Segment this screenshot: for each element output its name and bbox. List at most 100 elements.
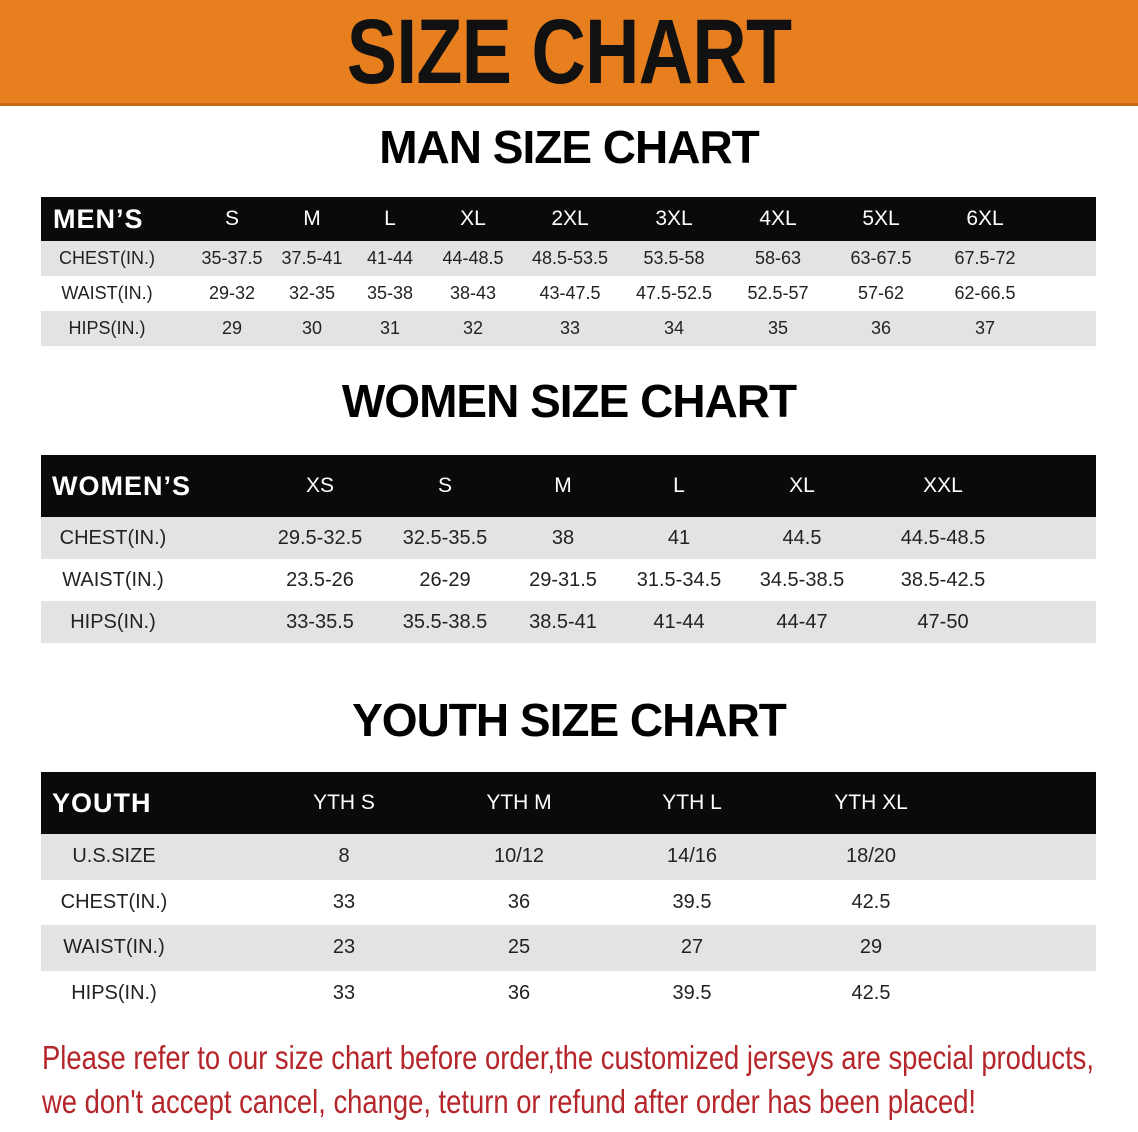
table-cell: 47.5-52.5 <box>635 283 713 303</box>
table-header-row: YOUTH YTH S YTH M YTH L YTH XL <box>41 772 1096 834</box>
table-cell: 52.5-57 <box>747 283 809 303</box>
table-cell: 38 <box>551 526 575 549</box>
table-cell: 18/20 <box>845 845 897 868</box>
row-label: WAIST(IN.) <box>62 568 164 591</box>
row-label: U.S.SIZE <box>72 845 156 868</box>
table-cell: 26-29 <box>419 568 471 591</box>
table-cell: 34 <box>663 318 685 338</box>
table-cell: 38.5-42.5 <box>900 568 986 591</box>
row-label: CHEST(IN.) <box>60 890 168 913</box>
table-cell: 38.5-41 <box>529 610 597 633</box>
table-row: WAIST(IN.) 29-32 32-35 35-38 38-43 43-47.5 47.… <box>41 276 1096 311</box>
column-header: 2XL <box>551 207 589 230</box>
table-row: U.S.SIZE 8 10/12 14/16 18/20 <box>41 834 1096 880</box>
table-cell: 44.5-48.5 <box>900 526 986 549</box>
row-label: HIPS(IN.) <box>68 318 146 338</box>
table-cell: 33 <box>332 890 356 913</box>
table-cell: 42.5 <box>851 981 891 1004</box>
table-cell: 38-43 <box>449 283 497 303</box>
table-cell: 63-67.5 <box>850 248 912 268</box>
table-cell: 36 <box>507 890 531 913</box>
table-cell: 8 <box>338 845 350 868</box>
men-section-title: MAN SIZE CHART <box>379 121 760 173</box>
column-header: 3XL <box>655 207 693 230</box>
table-cell: 41-44 <box>366 248 414 268</box>
table-cell: 25 <box>507 936 531 959</box>
table-cell: 29-32 <box>208 283 256 303</box>
table-cell: 31 <box>379 318 401 338</box>
column-header: 4XL <box>759 207 797 230</box>
table-cell: 35.5-38.5 <box>402 610 488 633</box>
table-row: CHEST(IN.) 35-37.5 37.5-41 41-44 44-48.5 48.5… <box>41 241 1096 276</box>
table-cell: 41 <box>667 526 691 549</box>
youth-section-title: YOUTH SIZE CHART <box>352 694 787 746</box>
table-cell: 41-44 <box>653 610 705 633</box>
table-cell: 29 <box>859 936 883 959</box>
table-cell: 58-63 <box>754 248 802 268</box>
table-header-row: WOMEN’S XS S M L XL XXL <box>41 455 1096 517</box>
column-header: XXL <box>923 474 963 497</box>
table-cell: 29 <box>221 318 243 338</box>
table-header-row: MEN’S S M L XL 2XL 3XL 4XL 5XL 6XL <box>41 197 1096 241</box>
table-cell: 67.5-72 <box>954 248 1016 268</box>
table-cell: 57-62 <box>857 283 905 303</box>
row-label: CHEST(IN.) <box>59 526 167 549</box>
footer-line-1: Please refer to our size chart before or… <box>42 1039 1094 1076</box>
table-cell: 23 <box>332 936 356 959</box>
table-cell: 31.5-34.5 <box>636 568 722 591</box>
table-cell: 37 <box>974 318 996 338</box>
table-cell: 33 <box>559 318 581 338</box>
table-cell: 36 <box>507 981 531 1004</box>
table-cell: 35 <box>767 318 789 338</box>
table-cell: 32-35 <box>288 283 336 303</box>
table-cell: 10/12 <box>493 845 545 868</box>
column-header: XL <box>460 207 486 230</box>
women-section-title: WOMEN SIZE CHART <box>341 375 797 427</box>
table-row: HIPS(IN.) 33-35.5 35.5-38.5 38.5-41 41-44 44-… <box>41 601 1096 643</box>
table-cell: 43-47.5 <box>539 283 601 303</box>
table-row: WAIST(IN.) 23.5-26 26-29 29-31.5 31.5-34.5 34… <box>41 559 1096 601</box>
table-cell: 27 <box>680 936 704 959</box>
column-header: YTH S <box>313 791 375 814</box>
table-cell: 33-35.5 <box>286 610 354 633</box>
table-cell: 44.5 <box>782 526 822 549</box>
table-corner-label: YOUTH <box>52 787 152 818</box>
table-row: HIPS(IN.) 29 30 31 32 33 34 35 36 37 <box>41 311 1096 346</box>
column-header: 5XL <box>862 207 900 230</box>
table-cell: 42.5 <box>851 890 891 913</box>
table-cell: 47-50 <box>917 610 969 633</box>
row-label: HIPS(IN.) <box>70 610 156 633</box>
row-label: CHEST(IN.) <box>59 248 155 268</box>
table-cell: 34.5-38.5 <box>759 568 845 591</box>
table-cell: 35-38 <box>366 283 414 303</box>
column-header: L <box>673 474 685 497</box>
row-label: WAIST(IN.) <box>63 936 165 959</box>
footer-line-2: we don't accept cancel, change, teturn o… <box>42 1083 977 1120</box>
column-header: M <box>554 474 572 497</box>
table-cell: 44-47 <box>776 610 828 633</box>
table-row: WAIST(IN.) 23 25 27 29 <box>41 925 1096 971</box>
table-cell: 29-31.5 <box>529 568 597 591</box>
footer-notice: Please refer to our size chart before or… <box>42 1036 1104 1124</box>
column-header: M <box>303 207 321 230</box>
table-cell: 36 <box>870 318 892 338</box>
column-header: 6XL <box>966 207 1004 230</box>
table-cell: 33 <box>332 981 356 1004</box>
banner-title: SIZE CHART <box>346 1 792 103</box>
table-cell: 39.5 <box>672 890 712 913</box>
table-cell: 32.5-35.5 <box>402 526 488 549</box>
table-cell: 35-37.5 <box>201 248 263 268</box>
table-cell: 48.5-53.5 <box>531 248 609 268</box>
table-row: CHEST(IN.) 33 36 39.5 42.5 <box>41 879 1096 925</box>
column-header: YTH M <box>486 791 552 814</box>
table-cell: 14/16 <box>666 845 718 868</box>
column-header: L <box>384 207 396 230</box>
column-header: YTH XL <box>834 791 908 814</box>
column-header: XS <box>305 474 335 497</box>
table-cell: 30 <box>301 318 323 338</box>
table-row: CHEST(IN.) 29.5-32.5 32.5-35.5 38 41 44.5 44.5… <box>41 517 1096 559</box>
table-cell: 37.5-41 <box>281 248 343 268</box>
table-cell: 39.5 <box>672 981 712 1004</box>
table-cell: 23.5-26 <box>286 568 354 591</box>
